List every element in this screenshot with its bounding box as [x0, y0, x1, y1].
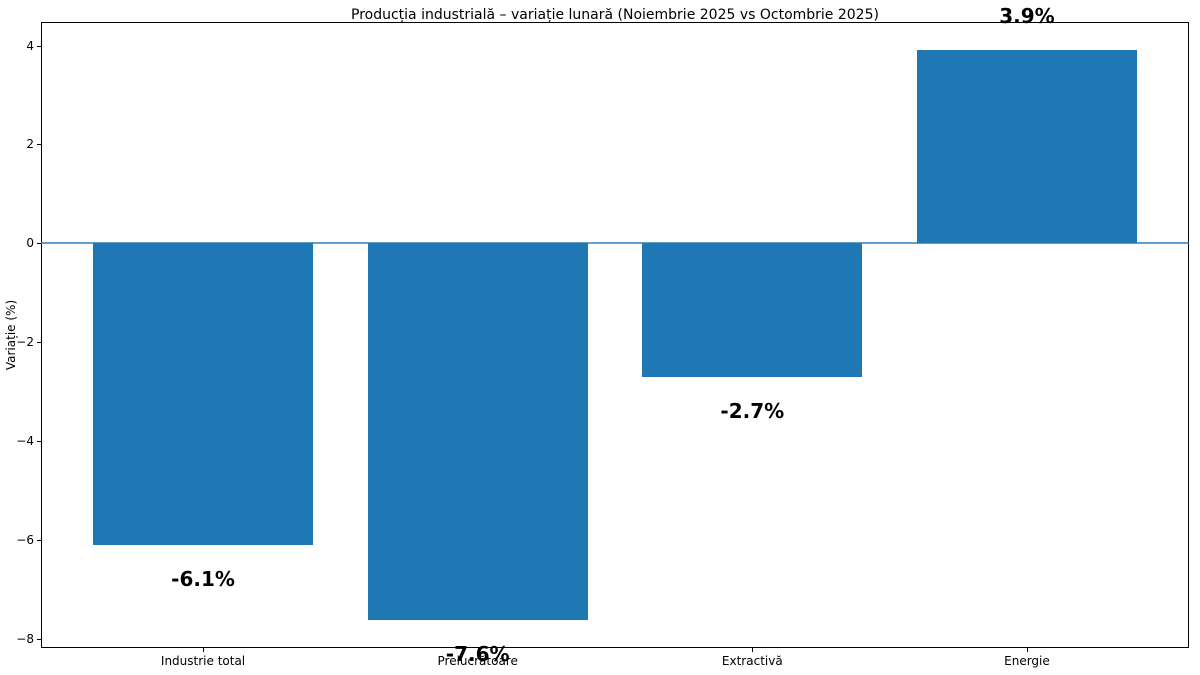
bar-value-label: -2.7% [720, 399, 785, 424]
y-tick-label: 4 [26, 38, 34, 53]
zero-baseline [41, 242, 1189, 245]
x-tick-mark [203, 648, 205, 652]
y-tick-label: 2 [26, 137, 34, 152]
bar-extractivă [642, 243, 863, 378]
bar-value-label: 3.9% [999, 4, 1055, 29]
x-tick-label: Industrie total [160, 654, 246, 668]
y-tick-label: −8 [16, 632, 34, 647]
bar-value-label: -6.1% [171, 567, 235, 592]
bar-prelucrătoare [367, 243, 588, 620]
y-tick-mark [37, 342, 41, 344]
y-tick-mark [37, 540, 41, 542]
x-tick-mark [477, 648, 479, 652]
bar-industrie-total [93, 243, 313, 546]
y-tick-mark [37, 144, 41, 146]
chart-title: Producția industrială – variație lunară … [351, 7, 879, 23]
y-tick-label: −2 [16, 335, 34, 350]
plot-area [41, 22, 1189, 648]
x-tick-label: Extractivă [721, 654, 783, 668]
x-tick-mark [752, 648, 754, 652]
x-tick-mark [1026, 648, 1028, 652]
y-tick-mark [37, 441, 41, 443]
y-tick-label: 0 [26, 236, 34, 251]
y-tick-mark [37, 45, 41, 47]
x-tick-label: Prelucrătoare [437, 654, 518, 668]
bar-value-label: -7.6% [445, 641, 510, 666]
y-tick-label: −4 [16, 434, 34, 449]
y-tick-label: −6 [16, 533, 34, 548]
y-tick-mark [37, 243, 41, 245]
y-tick-mark [37, 639, 41, 641]
bar-energie [917, 50, 1137, 244]
x-tick-label: Energie [1004, 654, 1050, 668]
